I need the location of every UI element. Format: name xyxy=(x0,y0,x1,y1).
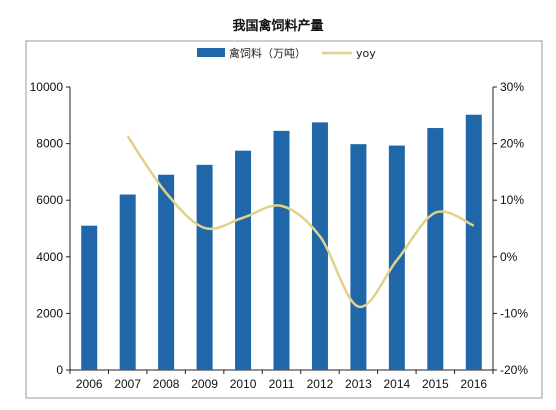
bars xyxy=(81,114,482,370)
bar xyxy=(350,144,367,370)
x-tick-label: 2012 xyxy=(307,377,334,391)
y-right-tick-label: -10% xyxy=(500,306,528,320)
bar xyxy=(465,114,482,370)
x-tick-label: 2011 xyxy=(269,377,295,391)
yoy-line-path xyxy=(126,135,475,308)
x-tick-label: 2008 xyxy=(153,377,180,391)
y-right-tick-label: -20% xyxy=(500,363,528,377)
legend-bar-swatch xyxy=(197,48,225,57)
bar xyxy=(81,225,98,370)
x-tick-label: 2015 xyxy=(422,377,449,391)
y-left-tick-labels: 0 2000 4000 6000 8000 10000 xyxy=(30,80,64,377)
x-tick-label: 2013 xyxy=(345,377,372,391)
x-tick-label: 2006 xyxy=(76,377,103,391)
bar xyxy=(273,130,290,370)
x-tick-label: 2016 xyxy=(460,377,487,391)
x-tick-labels: 2006 2007 2008 2009 2010 2011 2012 2013 2014 2015… xyxy=(76,377,488,391)
y-left-tick-label: 8000 xyxy=(36,137,63,151)
y-left-tick-label: 6000 xyxy=(36,193,63,207)
legend: 禽饲料（万吨） yoy xyxy=(197,46,376,60)
x-tick-label: 2014 xyxy=(384,377,411,391)
yoy-line-series xyxy=(126,135,475,308)
chart-title: 我国禽饲料产量 xyxy=(232,18,323,34)
x-tick-label: 2007 xyxy=(114,377,141,391)
x-tick-label: 2010 xyxy=(230,377,257,391)
plot-area-frame xyxy=(25,40,543,399)
x-tick-label: 2009 xyxy=(191,377,218,391)
y-left-tick-label: 2000 xyxy=(36,306,63,320)
y-right-tick-label: 0% xyxy=(500,250,518,264)
y-right-tick-label: 20% xyxy=(500,137,524,151)
y-left-tick-label: 10000 xyxy=(30,80,64,94)
bar xyxy=(158,174,175,370)
bar xyxy=(235,150,252,370)
legend-line-label: yoy xyxy=(356,47,376,60)
bar xyxy=(196,164,213,370)
bar xyxy=(119,194,136,370)
bar xyxy=(427,128,444,370)
y-right-tick-label: 30% xyxy=(500,80,524,94)
y-right-tick-label: 10% xyxy=(500,193,524,207)
y-left-tick-label: 4000 xyxy=(36,250,63,264)
bar xyxy=(311,122,328,370)
y-right-tick-labels: -20% -10% 0% 10% 20% 30% xyxy=(500,80,528,377)
axes xyxy=(66,86,497,374)
bar xyxy=(388,145,405,370)
y-left-tick-label: 0 xyxy=(56,363,63,377)
legend-bar-label: 禽饲料（万吨） xyxy=(229,46,306,60)
